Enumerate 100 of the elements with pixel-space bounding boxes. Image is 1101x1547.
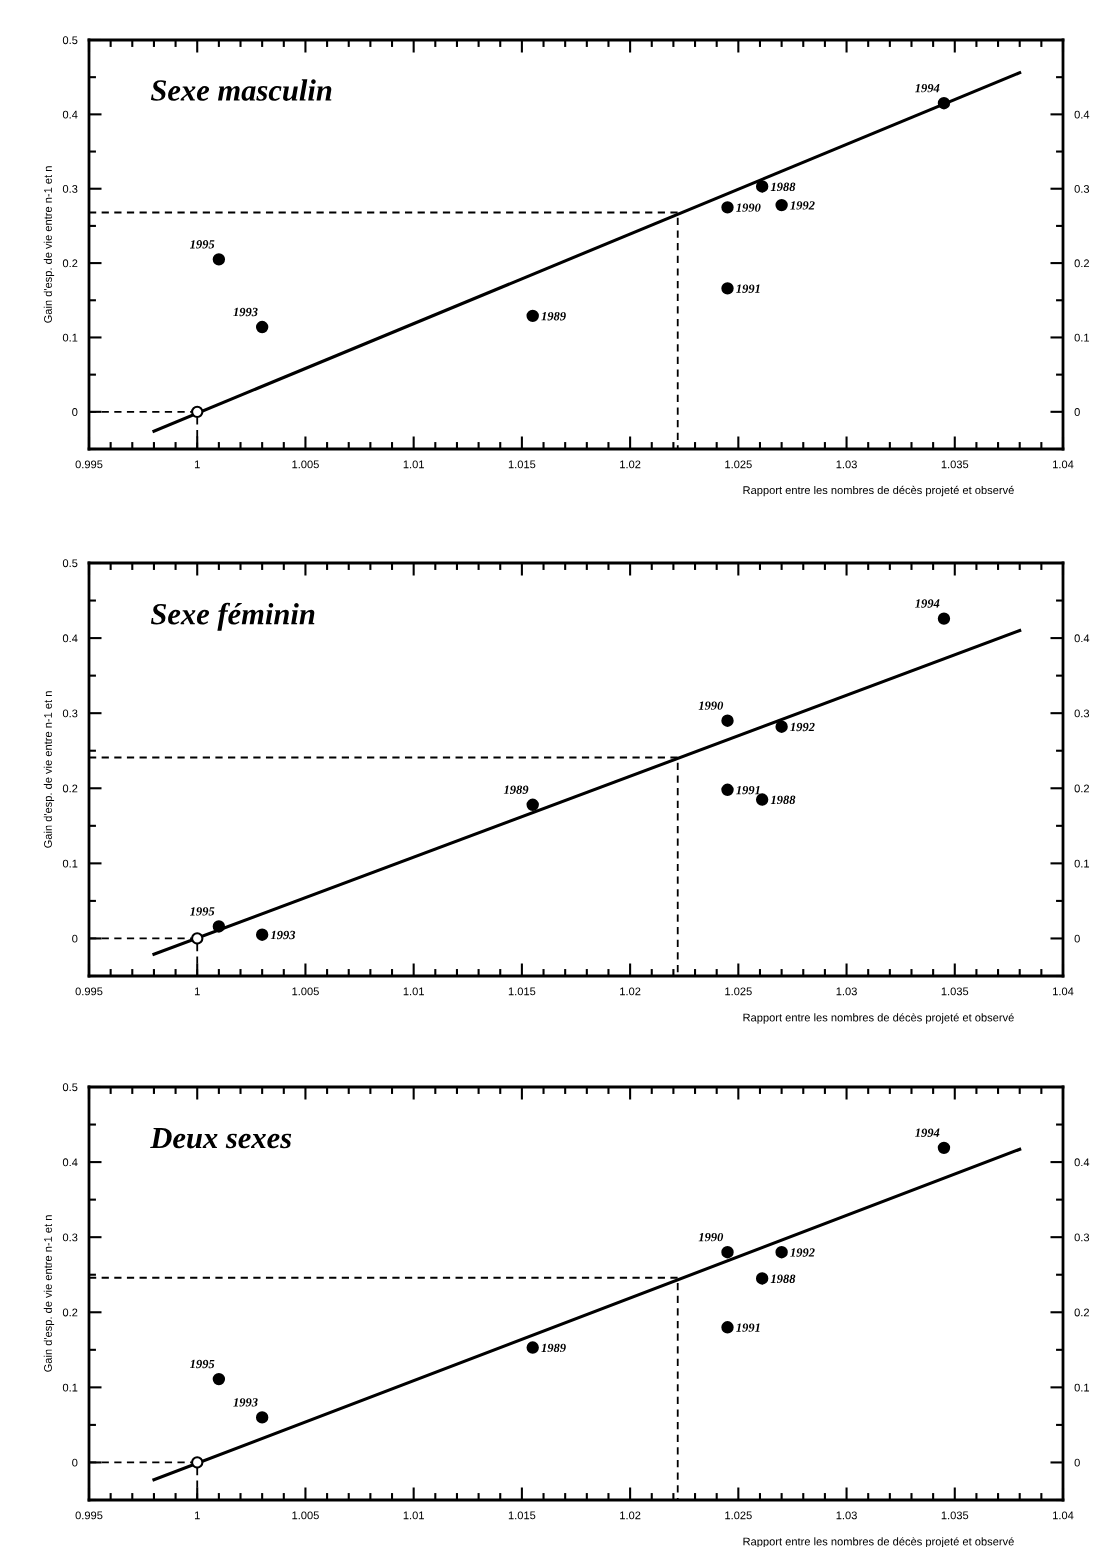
- x-tick-label: 1.005: [292, 460, 319, 469]
- text: Deux sexes: [150, 1128, 292, 1149]
- y-tick-label: 0: [72, 1458, 78, 1467]
- annotation: 1995: [189, 1359, 215, 1369]
- point: [775, 198, 788, 212]
- y-tick-label: 0: [72, 934, 78, 943]
- x-tick-label: 1.01: [403, 1511, 424, 1520]
- annotation: 1988: [770, 795, 796, 805]
- annotation: 1990: [698, 701, 724, 710]
- y-tick-label: 0.2: [62, 259, 78, 268]
- x-tick-label: 0.995: [75, 460, 103, 469]
- y-tick-label: 0.2: [62, 784, 78, 793]
- annotation: 1989: [503, 785, 529, 794]
- y-axis-title: Gain d'esp. de vie entre n-1 et n: [43, 166, 55, 323]
- annotation: 1990: [698, 1232, 724, 1242]
- point: [212, 253, 226, 266]
- x-tick-label: 1.005: [292, 987, 319, 996]
- point: [191, 932, 204, 945]
- annotation: 1989: [541, 311, 566, 321]
- y2-tick-label: 0.1: [1074, 859, 1090, 868]
- annotation: 1992: [790, 201, 815, 210]
- y-tick-label: 0.3: [62, 184, 78, 193]
- point: [755, 793, 769, 806]
- point: [721, 282, 734, 295]
- x-tick-label: 1.01: [403, 987, 424, 996]
- x-tick-label: 0.995: [75, 1511, 103, 1520]
- annotation: 1992: [790, 722, 815, 732]
- annotation: 1989: [541, 1343, 566, 1353]
- x-tick-label: 1.04: [1053, 987, 1074, 996]
- y2-tick-label: 0.3: [1074, 184, 1090, 193]
- y-tick-label: 0.5: [62, 36, 78, 45]
- y-axis-title: Gain d'esp. de vie entre n-1 et n: [43, 1215, 55, 1372]
- text: Sexe féminin: [150, 602, 315, 631]
- point: [721, 783, 734, 796]
- annotation: 1988: [770, 182, 796, 192]
- annotation: 1991: [736, 785, 760, 795]
- x-tick-label: 0.995: [75, 987, 103, 996]
- y-tick-label: 0.5: [62, 559, 78, 568]
- y2-tick-label: 0.2: [1074, 1308, 1089, 1317]
- x-tick-label: 1.025: [725, 987, 752, 996]
- x-tick-label: 1.03: [836, 460, 857, 469]
- point: [212, 1372, 226, 1386]
- point: [937, 612, 951, 625]
- y2-tick-label: 0.1: [1074, 1383, 1090, 1392]
- y2-tick-label: 0.3: [1074, 709, 1090, 718]
- point: [255, 1411, 269, 1424]
- text: Sexe masculin: [150, 79, 332, 101]
- point: [526, 1341, 539, 1354]
- point: [526, 309, 539, 323]
- point: [255, 320, 269, 334]
- annotation: 1994: [915, 1128, 940, 1137]
- x-tick-label: 1.02: [620, 460, 641, 469]
- annotation: 1994: [915, 599, 940, 608]
- point: [721, 1246, 734, 1259]
- x-tick-label: 1.015: [508, 987, 536, 996]
- x-tick-label: 1.035: [941, 1511, 969, 1520]
- x-tick-label: 1.025: [725, 1511, 752, 1520]
- y-tick-label: 0.1: [62, 859, 78, 868]
- point: [191, 1456, 204, 1469]
- x-tick-label: 1.005: [292, 1511, 319, 1520]
- annotation: 1991: [736, 1323, 760, 1332]
- y-tick-label: 0.1: [62, 1383, 78, 1392]
- annotation: 1994: [915, 83, 940, 93]
- annotation: 1991: [736, 284, 760, 293]
- x-axis-title: Rapport entre les nombres de décès projeté et observé: [743, 1537, 1014, 1547]
- x-axis-title: Rapport entre les nombres de décès projeté et observé: [743, 485, 1014, 497]
- x-tick-label: 1: [194, 987, 200, 996]
- y-tick-label: 0.3: [62, 709, 78, 718]
- y2-tick-label: 0: [1074, 934, 1080, 943]
- y-axis-title: Gain d'esp. de vie entre n-1 et n: [43, 691, 55, 848]
- x-tick-label: 1.03: [836, 987, 857, 996]
- annotation: 1995: [189, 240, 215, 249]
- x-tick-label: 1.025: [725, 460, 752, 469]
- point: [937, 1141, 951, 1155]
- x-tick-label: 1.04: [1053, 460, 1074, 469]
- y-tick-label: 0.1: [62, 333, 78, 342]
- point: [755, 180, 769, 193]
- y2-tick-label: 0.4: [1074, 1158, 1090, 1167]
- point: [775, 1246, 788, 1259]
- y-tick-label: 0.2: [62, 1308, 78, 1317]
- x-tick-label: 1.03: [836, 1511, 857, 1520]
- point: [755, 1272, 769, 1285]
- annotation: 1988: [770, 1274, 796, 1283]
- y2-tick-label: 0: [1074, 408, 1080, 416]
- y-tick-label: 0.5: [62, 1083, 78, 1092]
- point: [937, 97, 951, 110]
- point: [191, 405, 204, 419]
- x-tick-label: 1.035: [941, 460, 969, 469]
- y2-tick-label: 0.4: [1074, 110, 1090, 119]
- x-axis-title: Rapport entre les nombres de décès projeté et observé: [743, 1013, 1014, 1024]
- x-tick-label: 1.01: [403, 460, 424, 469]
- x-tick-label: 1.015: [508, 1511, 536, 1520]
- x-tick-label: 1.035: [941, 987, 969, 996]
- point: [212, 920, 226, 933]
- y-tick-label: 0.4: [62, 110, 78, 119]
- point: [721, 201, 734, 214]
- x-tick-label: 1.04: [1053, 1511, 1074, 1520]
- annotation: 1993: [233, 1398, 258, 1407]
- x-tick-label: 1: [194, 460, 200, 469]
- y-tick-label: 0.4: [62, 1158, 78, 1167]
